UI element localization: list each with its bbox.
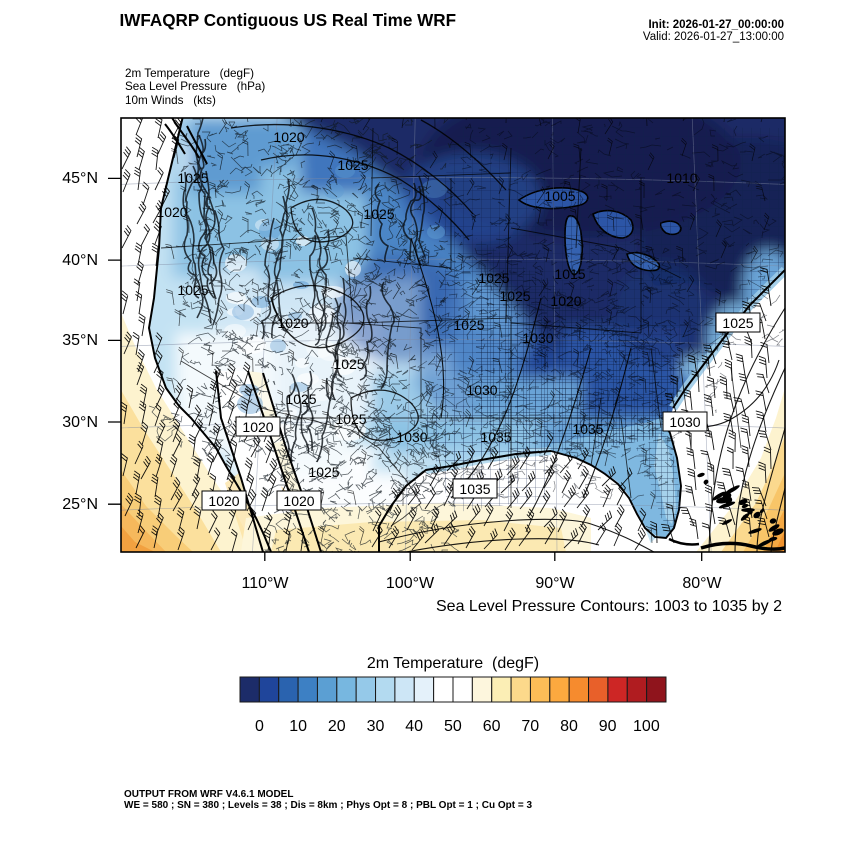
svg-text:1025: 1025: [499, 288, 530, 304]
svg-text:1025: 1025: [453, 317, 484, 333]
svg-text:1020: 1020: [283, 493, 314, 509]
svg-text:1020: 1020: [277, 315, 308, 331]
svg-text:1025: 1025: [285, 391, 316, 407]
svg-text:1030: 1030: [522, 330, 553, 346]
svg-text:1005: 1005: [544, 188, 575, 204]
svg-text:1030: 1030: [396, 429, 427, 445]
svg-text:1025: 1025: [722, 315, 753, 331]
svg-text:1025: 1025: [337, 157, 368, 173]
svg-text:1020: 1020: [273, 129, 304, 145]
svg-text:1035: 1035: [572, 421, 603, 437]
svg-text:1020: 1020: [550, 293, 581, 309]
svg-text:1025: 1025: [335, 411, 366, 427]
svg-text:1030: 1030: [466, 382, 497, 398]
svg-text:1025: 1025: [177, 170, 208, 186]
svg-text:1025: 1025: [333, 356, 364, 372]
svg-text:1015: 1015: [554, 266, 585, 282]
svg-text:1020: 1020: [242, 419, 273, 435]
svg-text:1010: 1010: [666, 170, 697, 186]
svg-text:1020: 1020: [208, 493, 239, 509]
svg-text:1035: 1035: [480, 429, 511, 445]
svg-text:1035: 1035: [459, 481, 490, 497]
svg-text:1025: 1025: [308, 464, 339, 480]
svg-text:1030: 1030: [669, 414, 700, 430]
svg-text:1025: 1025: [177, 282, 208, 298]
svg-text:1025: 1025: [478, 270, 509, 286]
svg-text:1025: 1025: [363, 206, 394, 222]
svg-text:1020: 1020: [156, 204, 187, 220]
